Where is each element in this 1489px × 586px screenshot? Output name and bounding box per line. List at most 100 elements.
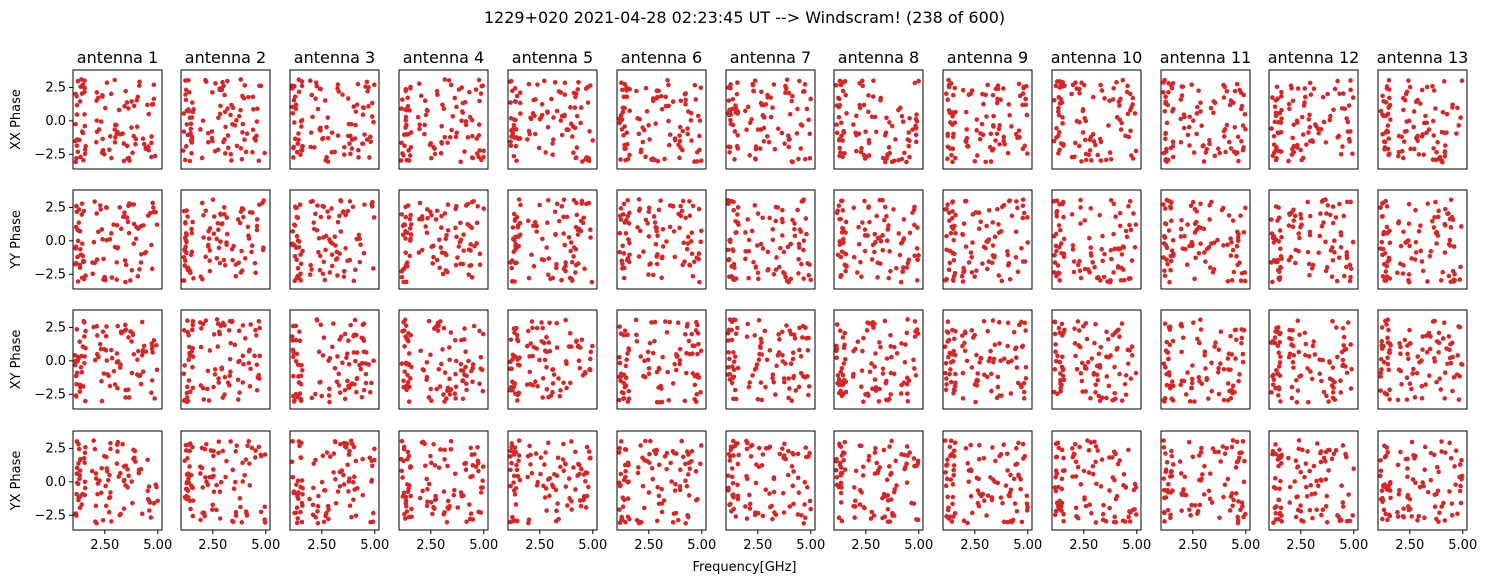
x-tick-label: 5.00 bbox=[687, 538, 716, 553]
data-point bbox=[403, 334, 408, 340]
panel-frame bbox=[289, 309, 380, 410]
data-point bbox=[120, 441, 125, 447]
data-point bbox=[650, 476, 656, 482]
data-point bbox=[1127, 108, 1133, 113]
data-point bbox=[403, 88, 409, 94]
data-point bbox=[792, 233, 798, 239]
data-point bbox=[129, 125, 134, 130]
data-point bbox=[445, 505, 450, 510]
data-point bbox=[800, 89, 806, 94]
data-point bbox=[1406, 238, 1411, 243]
data-point bbox=[352, 474, 357, 480]
data-point bbox=[1231, 149, 1237, 155]
data-point bbox=[406, 331, 411, 336]
data-point bbox=[1338, 390, 1344, 395]
data-point bbox=[894, 351, 900, 356]
data-point bbox=[313, 457, 318, 463]
data-point bbox=[885, 519, 891, 524]
data-point bbox=[424, 503, 430, 509]
panel-3-4 bbox=[398, 309, 489, 410]
data-point bbox=[1241, 92, 1247, 98]
data-point bbox=[114, 131, 119, 137]
data-point bbox=[996, 126, 1002, 132]
data-point bbox=[668, 460, 673, 466]
data-point bbox=[93, 519, 98, 524]
data-point bbox=[1338, 378, 1343, 384]
data-point bbox=[245, 443, 250, 449]
panel-1-2: antenna 2 bbox=[180, 48, 271, 170]
data-point bbox=[468, 248, 473, 253]
data-point bbox=[894, 265, 899, 271]
data-point bbox=[238, 107, 243, 113]
data-point bbox=[1270, 95, 1275, 100]
data-point bbox=[556, 376, 561, 381]
data-point bbox=[325, 135, 331, 141]
column-title: antenna 5 bbox=[512, 48, 593, 67]
data-point bbox=[409, 514, 414, 520]
data-point bbox=[1192, 276, 1197, 282]
data-point bbox=[1434, 149, 1439, 155]
data-point bbox=[1085, 359, 1091, 365]
data-point bbox=[1402, 337, 1408, 343]
data-point bbox=[1405, 343, 1410, 348]
data-point bbox=[588, 227, 593, 232]
data-point bbox=[154, 343, 159, 348]
data-point bbox=[1126, 134, 1132, 140]
data-point bbox=[880, 197, 885, 203]
data-point bbox=[432, 506, 437, 511]
data-point bbox=[1052, 260, 1058, 265]
data-point bbox=[401, 444, 407, 450]
data-point bbox=[463, 122, 469, 128]
data-point bbox=[1386, 105, 1391, 110]
data-point bbox=[991, 124, 996, 129]
data-point bbox=[424, 374, 430, 380]
data-point bbox=[1294, 377, 1299, 383]
data-point bbox=[730, 492, 735, 498]
data-point bbox=[764, 357, 770, 362]
data-point bbox=[530, 325, 535, 331]
data-point bbox=[872, 377, 878, 382]
data-point bbox=[138, 381, 144, 387]
data-point bbox=[472, 452, 477, 457]
data-point bbox=[129, 370, 135, 376]
data-point bbox=[1228, 367, 1233, 373]
data-point bbox=[770, 516, 775, 522]
data-point bbox=[103, 483, 108, 489]
data-point bbox=[333, 476, 338, 482]
data-point bbox=[1386, 327, 1391, 333]
data-point bbox=[231, 243, 236, 249]
data-point bbox=[579, 466, 584, 472]
data-point bbox=[625, 213, 630, 219]
data-point bbox=[1073, 353, 1078, 359]
data-point bbox=[838, 500, 844, 505]
data-point bbox=[765, 92, 770, 98]
data-point bbox=[198, 517, 203, 523]
data-point bbox=[620, 243, 625, 249]
data-point bbox=[131, 241, 137, 247]
data-point bbox=[352, 317, 358, 323]
data-point bbox=[856, 241, 862, 247]
data-point bbox=[584, 444, 590, 450]
data-point bbox=[841, 457, 847, 463]
data-point bbox=[1386, 255, 1392, 261]
data-point bbox=[76, 220, 82, 225]
data-point bbox=[1111, 201, 1117, 207]
data-point bbox=[843, 92, 848, 98]
data-point bbox=[459, 109, 465, 114]
data-point bbox=[1290, 224, 1296, 230]
data-point bbox=[464, 387, 469, 393]
data-point bbox=[735, 482, 740, 488]
data-point bbox=[530, 223, 536, 229]
data-point bbox=[907, 230, 913, 236]
data-point bbox=[1436, 350, 1441, 355]
data-point bbox=[765, 268, 770, 273]
data-point bbox=[1223, 149, 1228, 155]
panel-frame bbox=[616, 189, 707, 290]
data-point bbox=[893, 458, 899, 464]
data-point bbox=[1016, 472, 1021, 478]
data-point bbox=[854, 270, 860, 275]
data-point bbox=[753, 146, 759, 152]
data-point bbox=[735, 205, 741, 210]
data-point bbox=[1447, 347, 1452, 353]
data-point bbox=[1413, 239, 1419, 245]
